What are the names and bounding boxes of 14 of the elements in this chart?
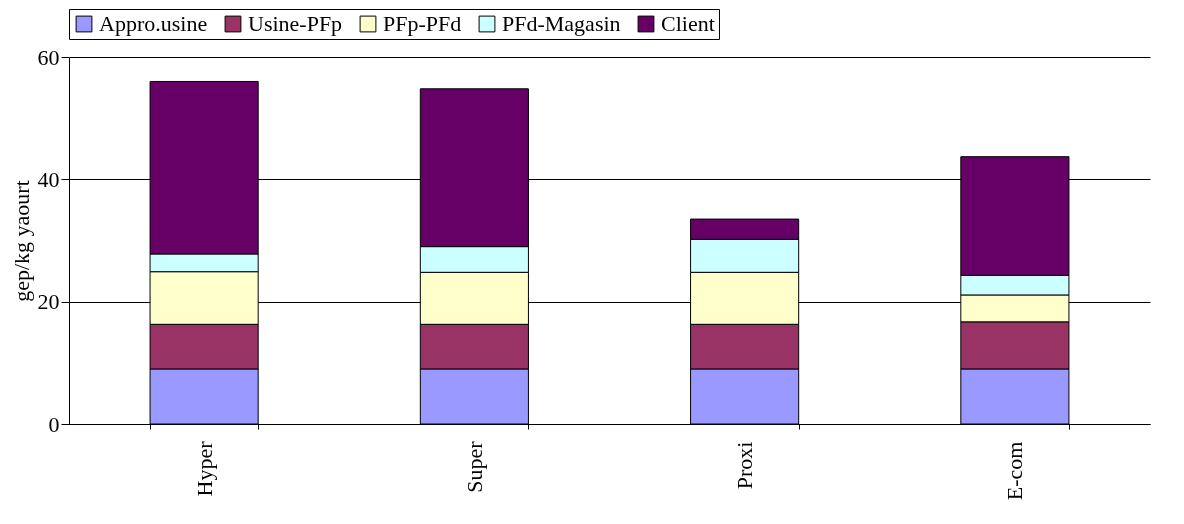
x-tick-label: Hyper — [191, 440, 217, 497]
x-tick-label: E-com — [1002, 441, 1028, 501]
y-tick-label: 40 — [37, 166, 60, 192]
legend-label: Appro.usine — [99, 11, 208, 36]
legend-label: PFp-PFd — [383, 11, 462, 36]
x-tick-label: Super — [461, 440, 487, 493]
y-tick-label: 20 — [37, 289, 60, 315]
y-axis-title: gep/kg yaourt — [8, 180, 34, 302]
x-tick-label: Proxi — [732, 441, 758, 490]
legend-label: Usine-PFp — [248, 11, 343, 36]
legend-label: Client — [661, 11, 715, 36]
y-tick-label: 0 — [48, 411, 60, 437]
legend-label: PFd-Magasin — [502, 11, 621, 36]
y-tick-label: 60 — [37, 44, 60, 70]
